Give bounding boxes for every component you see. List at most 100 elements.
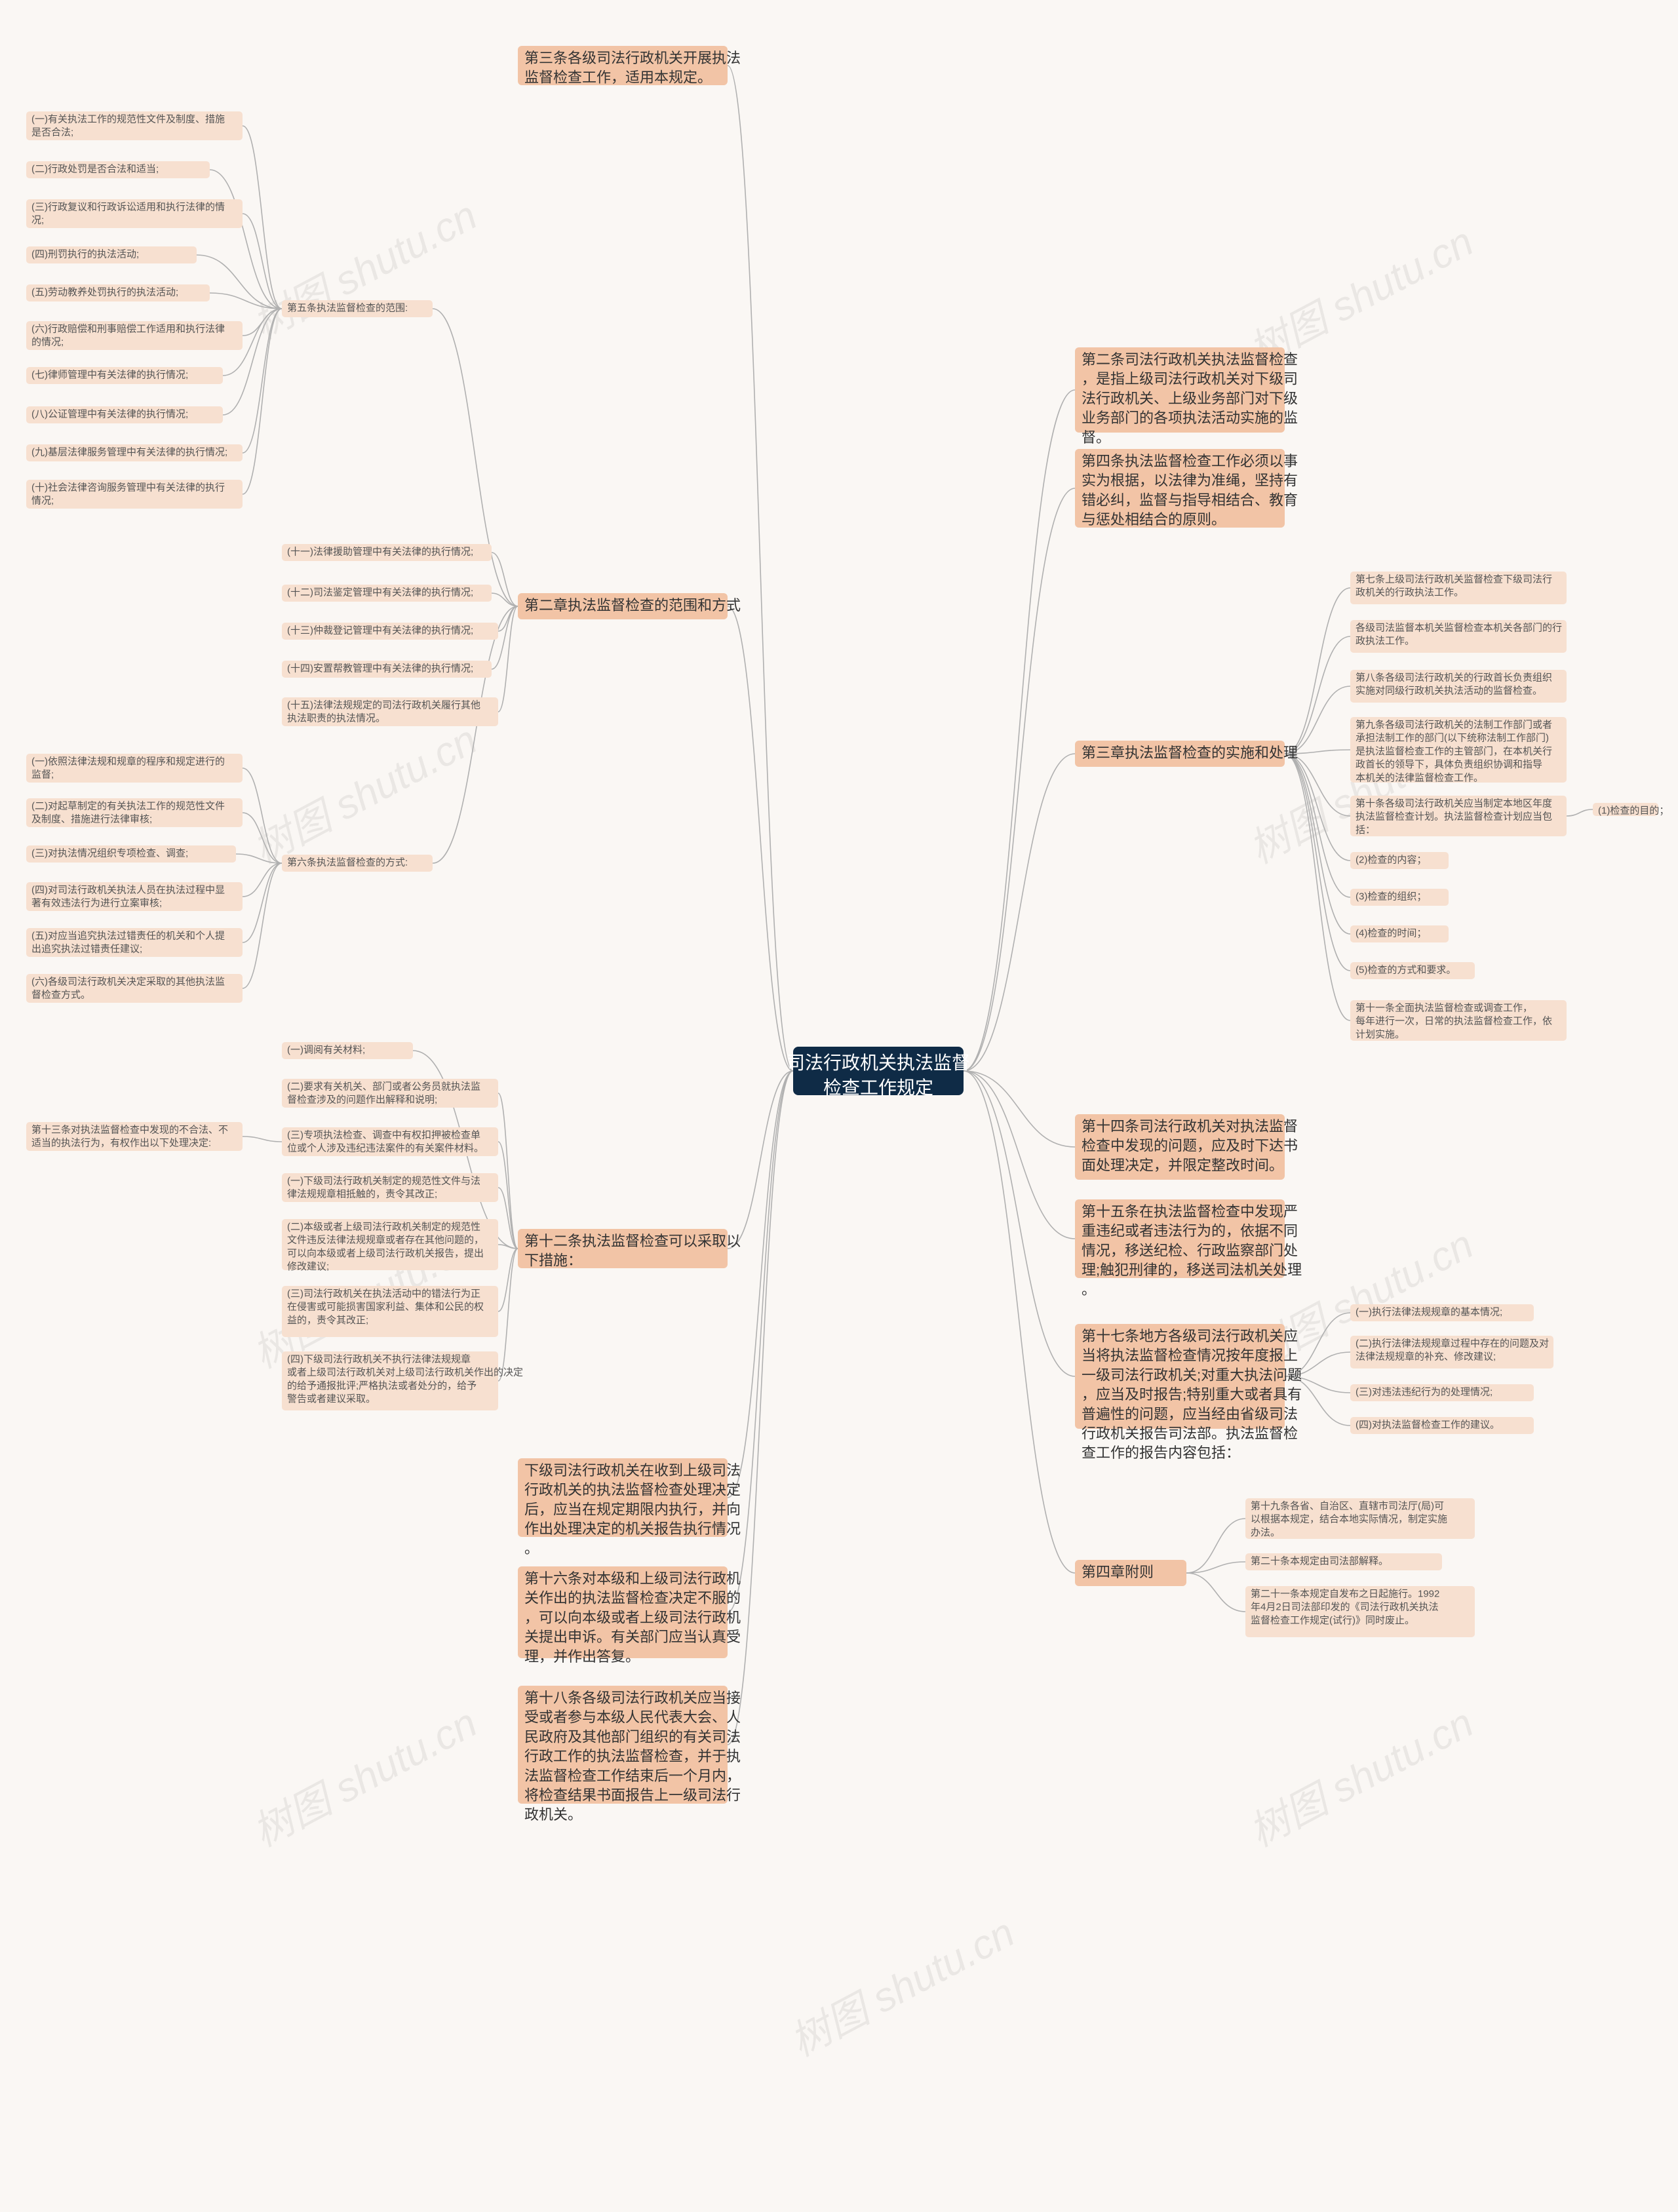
svg-text:督检查涉及的问题作出解释和说明;: 督检查涉及的问题作出解释和说明; <box>287 1095 437 1106</box>
svg-text:在侵害或可能损害国家利益、集体和公民的权: 在侵害或可能损害国家利益、集体和公民的权 <box>287 1302 484 1313</box>
svg-text:(十五)法律法规规定的司法行政机关履行其他: (十五)法律法规规定的司法行政机关履行其他 <box>287 699 480 710</box>
svg-text:第二条司法行政机关执法监督检查: 第二条司法行政机关执法监督检查 <box>1082 351 1298 368</box>
svg-text:第九条各级司法行政机关的法制工作部门或者: 第九条各级司法行政机关的法制工作部门或者 <box>1356 718 1552 730</box>
svg-text:第十七条地方各级司法行政机关应: 第十七条地方各级司法行政机关应 <box>1082 1328 1298 1344</box>
svg-text:(三)对执法情况组织专项检查、调查;: (三)对执法情况组织专项检查、调查; <box>31 847 188 859</box>
svg-text:(4)检查的时间；: (4)检查的时间； <box>1356 927 1426 939</box>
svg-text:政机关。: 政机关。 <box>524 1806 582 1823</box>
svg-text:(一)有关执法工作的规范性文件及制度、措施: (一)有关执法工作的规范性文件及制度、措施 <box>31 113 225 125</box>
svg-text:当将执法监督检查情况按年度报上: 当将执法监督检查情况按年度报上 <box>1082 1348 1298 1364</box>
svg-text:第四条执法监督检查工作必须以事: 第四条执法监督检查工作必须以事 <box>1082 453 1298 469</box>
svg-text:(七)律师管理中有关法律的执行情况;: (七)律师管理中有关法律的执行情况; <box>31 369 188 380</box>
svg-text:法监督检查工作结束后一个月内，: 法监督检查工作结束后一个月内， <box>524 1768 741 1784</box>
svg-text:本机关的法律监督检查工作。: 本机关的法律监督检查工作。 <box>1356 772 1483 783</box>
svg-text:第五条执法监督检查的范围:: 第五条执法监督检查的范围: <box>287 301 408 313</box>
svg-text:是执法监督检查工作的主管部门，在本机关行: 是执法监督检查工作的主管部门，在本机关行 <box>1356 746 1552 757</box>
svg-text:查工作的报告内容包括：: 查工作的报告内容包括： <box>1082 1445 1240 1461</box>
svg-text:第八条各级司法行政机关的行政首长负责组织: 第八条各级司法行政机关的行政首长负责组织 <box>1356 671 1552 683</box>
svg-text:督检查方式。: 督检查方式。 <box>31 990 90 1001</box>
svg-text:(十四)安置帮教管理中有关法律的执行情况;: (十四)安置帮教管理中有关法律的执行情况; <box>287 663 473 674</box>
svg-text:实施对同级行政机关执法活动的监督检查。: 实施对同级行政机关执法活动的监督检查。 <box>1356 686 1542 697</box>
svg-text:第二十条本规定由司法部解释。: 第二十条本规定由司法部解释。 <box>1251 1555 1388 1566</box>
svg-text:(四)对司法行政机关执法人员在执法过程中显: (四)对司法行政机关执法人员在执法过程中显 <box>31 884 225 895</box>
svg-text:情况;: 情况; <box>31 495 54 507</box>
svg-text:普遍性的问题，应当经由省级司法: 普遍性的问题，应当经由省级司法 <box>1082 1406 1298 1422</box>
svg-text:法行政机关、上级业务部门对下级: 法行政机关、上级业务部门对下级 <box>1082 390 1298 406</box>
svg-text:(五)劳动教养处罚执行的执法活动;: (五)劳动教养处罚执行的执法活动; <box>31 286 178 298</box>
svg-text:，是指上级司法行政机关对下级司: ，是指上级司法行政机关对下级司 <box>1082 371 1298 387</box>
svg-text:括：: 括： <box>1356 825 1375 836</box>
svg-text:(一)下级司法行政机关制定的规范性文件与法: (一)下级司法行政机关制定的规范性文件与法 <box>287 1175 480 1186</box>
svg-text:的给予通报批评;严格执法或者处分的，给予: 的给予通报批评;严格执法或者处分的，给予 <box>287 1380 477 1391</box>
svg-text:与惩处相结合的原则。: 与惩处相结合的原则。 <box>1082 511 1226 528</box>
svg-text:(二)行政处罚是否合法和适当;: (二)行政处罚是否合法和适当; <box>31 163 159 174</box>
svg-text:著有效违法行为进行立案审核;: 著有效违法行为进行立案审核; <box>31 897 162 909</box>
svg-text:益的，责令其改正;: 益的，责令其改正; <box>287 1315 368 1326</box>
svg-text:督。: 督。 <box>1082 429 1110 446</box>
svg-text:理，并作出答复。: 理，并作出答复。 <box>524 1648 640 1665</box>
svg-text:第二十一条本规定自发布之日起施行。1992: 第二十一条本规定自发布之日起施行。1992 <box>1251 1587 1439 1599</box>
svg-text:面处理决定，并限定整改时间。: 面处理决定，并限定整改时间。 <box>1082 1157 1283 1173</box>
svg-text:第十五条在执法监督检查中发现严: 第十五条在执法监督检查中发现严 <box>1082 1203 1298 1220</box>
svg-text:(二)本级或者上级司法行政机关制定的规范性: (二)本级或者上级司法行政机关制定的规范性 <box>287 1221 480 1232</box>
svg-text:以根据本规定，结合本地实际情况，制定实施: 以根据本规定，结合本地实际情况，制定实施 <box>1251 1514 1447 1525</box>
svg-text:政执法工作。: 政执法工作。 <box>1356 636 1415 647</box>
svg-text:民政府及其他部门组织的有关司法: 民政府及其他部门组织的有关司法 <box>524 1728 741 1745</box>
svg-text:是否合法;: 是否合法; <box>31 127 73 138</box>
svg-text:(五)对应当追究执法过错责任的机关和个人提: (五)对应当追究执法过错责任的机关和个人提 <box>31 929 225 941</box>
svg-text:监督检查工作，适用本规定。: 监督检查工作，适用本规定。 <box>524 69 712 86</box>
svg-text:政首长的领导下，具体负责组织协调和指导: 政首长的领导下，具体负责组织协调和指导 <box>1356 759 1542 770</box>
svg-text:办法。: 办法。 <box>1251 1527 1280 1538</box>
svg-text:，可以向本级或者上级司法行政机: ，可以向本级或者上级司法行政机 <box>524 1609 741 1625</box>
svg-text:可以向本级或者上级司法行政机关报告，提出: 可以向本级或者上级司法行政机关报告，提出 <box>287 1248 484 1259</box>
svg-text:行政机关的执法监督检查处理决定: 行政机关的执法监督检查处理决定 <box>524 1482 741 1498</box>
svg-text:将检查结果书面报告上一级司法行: 将检查结果书面报告上一级司法行 <box>524 1787 741 1804</box>
svg-text:第二章执法监督检查的范围和方式: 第二章执法监督检查的范围和方式 <box>524 597 741 613</box>
svg-text:关作出的执法监督检查决定不服的: 关作出的执法监督检查决定不服的 <box>524 1590 741 1606</box>
svg-text:计划实施。: 计划实施。 <box>1356 1029 1405 1040</box>
svg-text:(九)基层法律服务管理中有关法律的执行情况;: (九)基层法律服务管理中有关法律的执行情况; <box>31 446 227 457</box>
svg-text:检查工作规定: 检查工作规定 <box>823 1077 933 1098</box>
svg-text:承担法制工作的部门(以下统称法制工作部门): 承担法制工作的部门(以下统称法制工作部门) <box>1356 733 1549 744</box>
svg-text:第六条执法监督检查的方式:: 第六条执法监督检查的方式: <box>287 856 408 868</box>
svg-text:第十二条执法监督检查可以采取以: 第十二条执法监督检查可以采取以 <box>524 1233 741 1249</box>
svg-text:行政工作的执法监督检查，并于执: 行政工作的执法监督检查，并于执 <box>524 1748 741 1764</box>
svg-text:执法职责的执法情况。: 执法职责的执法情况。 <box>287 713 385 724</box>
svg-text:第十一条全面执法监督检查或调查工作，: 第十一条全面执法监督检查或调查工作， <box>1356 1001 1532 1013</box>
svg-text:位或个人涉及违纪违法案件的有关案件材料。: 位或个人涉及违纪违法案件的有关案件材料。 <box>287 1142 484 1154</box>
svg-text:实为根据，以法律为准绳，坚持有: 实为根据，以法律为准绳，坚持有 <box>1082 473 1298 489</box>
svg-text:(2)检查的内容；: (2)检查的内容； <box>1356 854 1426 865</box>
svg-text:(十)社会法律咨询服务管理中有关法律的执行: (十)社会法律咨询服务管理中有关法律的执行 <box>31 482 225 493</box>
svg-text:监督检查工作规定(试行)》同时废止。: 监督检查工作规定(试行)》同时废止。 <box>1251 1615 1415 1626</box>
svg-text:(二)要求有关机关、部门或者公务员就执法监: (二)要求有关机关、部门或者公务员就执法监 <box>287 1081 480 1092</box>
svg-text:第十条各级司法行政机关应当制定本地区年度: 第十条各级司法行政机关应当制定本地区年度 <box>1356 797 1552 809</box>
svg-text:作出处理决定的机关报告执行情况: 作出处理决定的机关报告执行情况 <box>524 1521 741 1537</box>
svg-text:第十六条对本级和上级司法行政机: 第十六条对本级和上级司法行政机 <box>524 1570 741 1587</box>
svg-text:检查中发现的问题，应及时下达书: 检查中发现的问题，应及时下达书 <box>1082 1138 1298 1154</box>
svg-text:(六)各级司法行政机关决定采取的其他执法监: (六)各级司法行政机关决定采取的其他执法监 <box>31 976 225 987</box>
mindmap-canvas: 树图 shutu.cn树图 shutu.cn树图 shutu.cn树图 shut… <box>0 0 1678 2212</box>
svg-text:(一)依照法律法规和规章的程序和规定进行的: (一)依照法律法规和规章的程序和规定进行的 <box>31 755 225 767</box>
svg-text:下级司法行政机关在收到上级司法: 下级司法行政机关在收到上级司法 <box>524 1462 741 1479</box>
svg-text:适当的执法行为，有权作出以下处理决定:: 适当的执法行为，有权作出以下处理决定: <box>31 1138 211 1149</box>
svg-text:(三)行政复议和行政诉讼适用和执行法律的情: (三)行政复议和行政诉讼适用和执行法律的情 <box>31 201 225 212</box>
svg-text:。: 。 <box>524 1540 539 1557</box>
svg-text:(二)对起草制定的有关执法工作的规范性文件: (二)对起草制定的有关执法工作的规范性文件 <box>31 800 225 811</box>
svg-text:每年进行一次，日常的执法监督检查工作，依: 每年进行一次，日常的执法监督检查工作，依 <box>1356 1016 1552 1027</box>
svg-text:第四章附则: 第四章附则 <box>1082 1564 1154 1580</box>
svg-text:(四)刑罚执行的执法活动;: (四)刑罚执行的执法活动; <box>31 248 139 260</box>
svg-text:或者上级司法行政机关对上级司法行政机关作出的决定: 或者上级司法行政机关对上级司法行政机关作出的决定 <box>287 1367 523 1378</box>
svg-text:(八)公证管理中有关法律的执行情况;: (八)公证管理中有关法律的执行情况; <box>31 408 188 419</box>
svg-text:年4月2日司法部印发的《司法行政机关执法: 年4月2日司法部印发的《司法行政机关执法 <box>1251 1602 1439 1613</box>
svg-text:司法行政机关执法监督: 司法行政机关执法监督 <box>787 1053 970 1073</box>
svg-text:修改建议;: 修改建议; <box>287 1261 329 1272</box>
svg-text:(十三)仲裁登记管理中有关法律的执行情况;: (十三)仲裁登记管理中有关法律的执行情况; <box>287 625 473 636</box>
svg-text:第七条上级司法行政机关监督检查下级司法行: 第七条上级司法行政机关监督检查下级司法行 <box>1356 573 1552 585</box>
svg-text:(十二)司法鉴定管理中有关法律的执行情况;: (十二)司法鉴定管理中有关法律的执行情况; <box>287 587 473 598</box>
svg-text:，应当及时报告;特别重大或者具有: ，应当及时报告;特别重大或者具有 <box>1082 1386 1302 1403</box>
svg-text:况;: 况; <box>31 215 44 226</box>
svg-text:重违纪或者违法行为的，依据不同: 重违纪或者违法行为的，依据不同 <box>1082 1223 1298 1239</box>
svg-text:受或者参与本级人民代表大会、人: 受或者参与本级人民代表大会、人 <box>524 1709 741 1726</box>
svg-text:(3)检查的组织；: (3)检查的组织； <box>1356 891 1426 902</box>
svg-text:第十九条各省、自治区、直辖市司法厅(局)可: 第十九条各省、自治区、直辖市司法厅(局)可 <box>1251 1500 1444 1511</box>
